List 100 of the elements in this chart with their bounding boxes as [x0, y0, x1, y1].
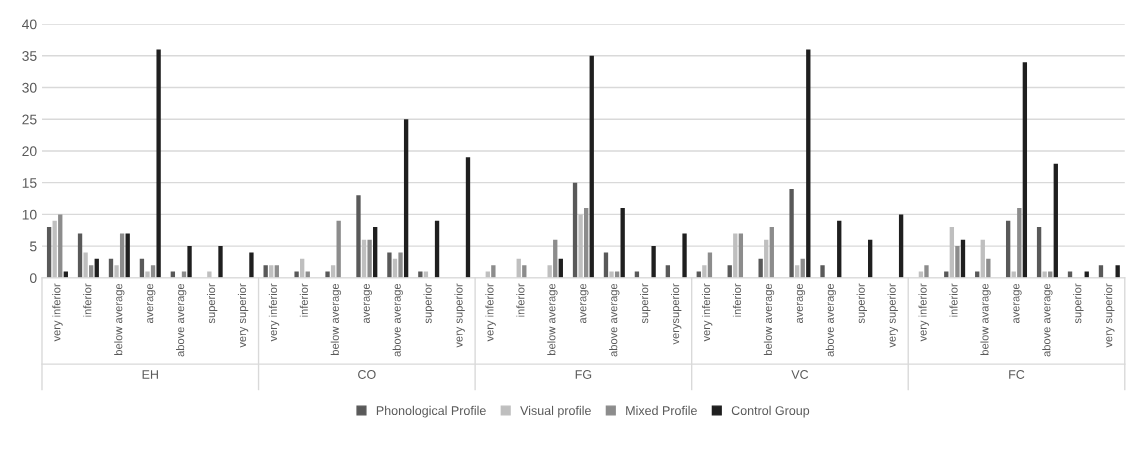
- legend-label: Control Group: [731, 405, 810, 418]
- x-tick-label: very inferior: [268, 283, 280, 342]
- bar: [651, 246, 656, 278]
- x-tick-label: very inferior: [918, 283, 929, 342]
- bar: [1036, 227, 1042, 278]
- text: VC: [791, 370, 809, 379]
- x-tick-label: below average: [114, 283, 125, 355]
- x-tick-label: very inferior: [485, 283, 496, 342]
- bar: [294, 271, 299, 278]
- bar: [789, 189, 794, 278]
- x-tick-label: above average: [1042, 283, 1053, 357]
- bar: [584, 208, 589, 278]
- x-tick-label: very superior: [454, 283, 465, 348]
- legend-label: Phonological Profile: [376, 405, 486, 418]
- y-tick-label: 0: [29, 273, 37, 284]
- x-tick-label: superior: [423, 283, 434, 324]
- bar: [114, 265, 119, 278]
- x-tick-label: superior: [206, 283, 218, 324]
- y-tick-label: 30: [22, 82, 37, 93]
- bar: [249, 252, 254, 278]
- bar: [820, 265, 825, 278]
- bar: [682, 233, 687, 278]
- bar: [46, 227, 52, 278]
- x-tick-label: below avarage: [980, 283, 991, 355]
- bar: [125, 233, 130, 278]
- bar: [1017, 208, 1022, 278]
- x-tick-label: inferior: [732, 283, 742, 317]
- x-tick-label: inferior: [299, 283, 308, 317]
- bar: [403, 119, 409, 278]
- bar: [738, 233, 744, 278]
- bar: [465, 157, 471, 278]
- bar: [764, 239, 769, 278]
- bar: [578, 214, 583, 278]
- x-tick-label: below average: [547, 283, 558, 355]
- text: FC: [1009, 370, 1025, 379]
- bar: [1053, 163, 1058, 278]
- bar: [980, 239, 985, 278]
- bar: [83, 252, 88, 278]
- y-tick-label: 10: [22, 209, 37, 220]
- bar: [837, 220, 842, 278]
- text: FG: [575, 370, 592, 379]
- bar: [418, 271, 423, 278]
- x-tick-label: very inferior: [52, 283, 63, 342]
- bar: [367, 239, 372, 278]
- x-tick-label: very superior: [237, 283, 249, 348]
- bar: [898, 214, 904, 278]
- bar: [733, 233, 738, 278]
- bar: [707, 252, 713, 278]
- bar: [361, 239, 367, 278]
- bar: [603, 252, 609, 278]
- bar: [156, 49, 161, 278]
- legend-label: Mixed Profile: [626, 405, 697, 416]
- x-tick-label: below average: [763, 283, 775, 355]
- bar: [336, 220, 341, 278]
- bar: [868, 239, 873, 278]
- x-tick-label: average: [1013, 283, 1022, 324]
- y-tick-label: 5: [29, 241, 37, 252]
- bar: [553, 239, 558, 278]
- bar: [609, 271, 614, 278]
- x-tick-label: below average: [330, 283, 342, 355]
- bar: [924, 265, 929, 278]
- y-tick-label: 15: [22, 178, 37, 188]
- bar: [218, 246, 223, 278]
- x-tick-label: verysuperior: [671, 283, 682, 345]
- legend-label: Visual profile: [520, 405, 591, 418]
- y-tick-label: 35: [22, 51, 37, 61]
- x-tick-label: superior: [856, 283, 867, 324]
- bar: [620, 208, 625, 278]
- x-tick-label: superior: [640, 283, 651, 324]
- x-tick-label: above average: [609, 283, 620, 357]
- bar: [145, 271, 150, 278]
- x-tick-label: above average: [825, 283, 837, 357]
- bar: [572, 182, 578, 278]
- bar: [325, 271, 330, 278]
- bar: [955, 246, 960, 278]
- x-tick-label: average: [363, 283, 373, 324]
- bar: [52, 220, 57, 278]
- x-tick-label: superior: [1073, 283, 1084, 324]
- bar: [1005, 220, 1011, 278]
- bar: [986, 258, 991, 278]
- bar: [702, 265, 707, 278]
- bar: [119, 233, 125, 278]
- bar: [187, 246, 192, 278]
- bar: [398, 252, 403, 278]
- bar: [1022, 62, 1028, 278]
- bar: [491, 265, 496, 278]
- x-tick-label: inferior: [516, 283, 525, 317]
- y-tick-label: 20: [22, 146, 37, 157]
- bar: [806, 49, 811, 278]
- x-tick-label: very superior: [887, 283, 898, 348]
- bar: [373, 227, 378, 278]
- text: EH: [142, 370, 158, 379]
- bar: [589, 55, 594, 278]
- bar: [949, 227, 955, 278]
- x-tick-label: average: [580, 283, 589, 324]
- text: CO: [358, 370, 376, 379]
- x-tick-label: very superior: [1104, 283, 1115, 348]
- x-tick-label: very inferior: [701, 283, 713, 342]
- bar: [434, 220, 440, 278]
- bar: [1042, 271, 1047, 278]
